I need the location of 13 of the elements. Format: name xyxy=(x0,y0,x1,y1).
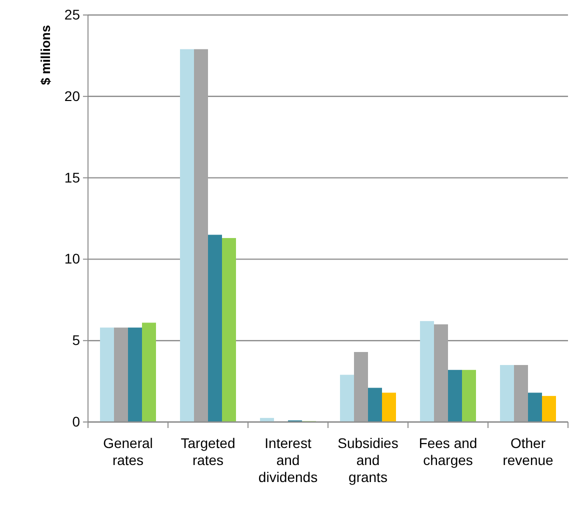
x-tick-label: Other revenue xyxy=(502,435,554,468)
y-tick-label: 5 xyxy=(72,332,80,348)
y-tick-label: 25 xyxy=(64,6,80,22)
x-tick-label: Interest and dividends xyxy=(258,435,318,485)
x-tick-label: General rates xyxy=(103,435,153,468)
x-tick-label: Targeted rates xyxy=(180,435,236,468)
y-tick-label: 0 xyxy=(72,413,80,430)
y-axis-title: $ millions xyxy=(38,25,53,85)
y-tick-label: 15 xyxy=(64,169,80,186)
y-tick-label: 20 xyxy=(64,88,80,104)
x-tick-label: Subsidies and grants xyxy=(338,435,398,485)
x-tick-label: Fees and charges xyxy=(418,435,478,468)
y-tick-label: 10 xyxy=(64,250,80,267)
